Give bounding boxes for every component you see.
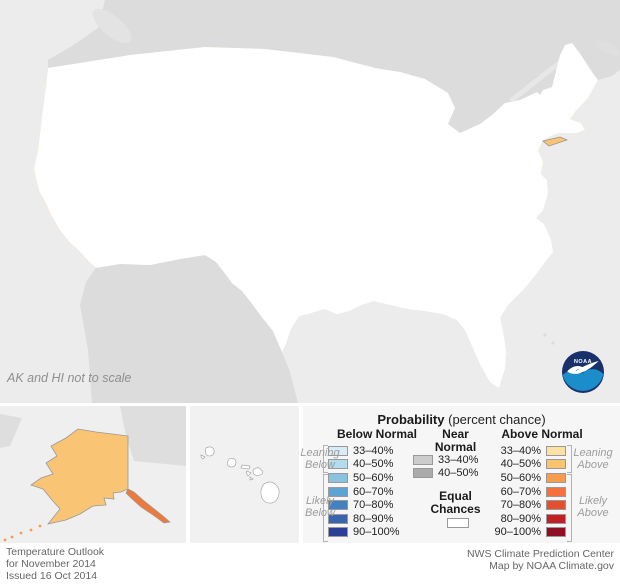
below-swatch [328,459,348,470]
island-molokai [240,464,251,470]
conus-map: AK and HI not to scale NOAA [0,0,620,403]
likely-below-label: Likely Below [305,495,335,519]
legend-row: 60–70% [328,485,400,499]
hawaiian-islands [200,446,280,504]
noaa-logo-text: NOAA [574,359,592,365]
noaa-logo-sea [562,369,604,391]
near-swatch [413,468,433,479]
legend-row: 70–80% [328,498,400,512]
below-normal-header: Below Normal [336,427,417,441]
footer-period: for November 2014 [6,558,96,570]
near-swatch [413,454,433,465]
above-normal-rows: 33–40% 40–50% 50–60% 60–70% 70–80% 80–90… [493,444,566,539]
noaa-logo-svg: NOAA [562,351,604,393]
below-swatch [328,486,348,497]
bahamas-island [543,333,547,337]
likely-below-bracket [323,474,328,542]
equal-chances-swatch [447,518,469,528]
alaska-outline [30,428,129,525]
equal-chances-label: Equal Chances [430,489,481,516]
russia-landmass [0,414,22,448]
legend-title-bold: Probability [377,412,445,427]
near-normal-header: Near Normal [434,427,477,454]
above-swatch [546,445,566,456]
island-lanai [245,470,252,477]
legend-title-suffix: (percent chance) [444,412,546,427]
alaska-panhandle [125,488,171,524]
probability-legend: Probability (percent chance) Below Norma… [300,406,620,544]
above-swatch [546,513,566,524]
hawaii-inset [190,406,299,544]
footer-outlook-info: Temperature Outlook for November 2014 Is… [6,546,104,582]
legend-row: 40–50% [413,467,478,481]
noaa-logo-gull [567,360,599,374]
legend-row: 50–60% [493,471,566,485]
footer-credits: NWS Climate Prediction Center Map by NOA… [467,548,614,572]
legend-row: 33–40% [413,453,478,467]
legend-row: 40–50% [493,458,566,472]
long-island [542,136,568,147]
footer-title: Temperature Outlook [6,546,105,558]
alaska-inset-svg [0,406,186,542]
legend-row: 60–70% [493,485,566,499]
island-kauai [205,446,215,457]
noaa-logo: NOAA [562,351,604,393]
legend-row: 50–60% [328,471,400,485]
legend-row: 80–90% [493,512,566,526]
footer-issued: Issued 16 Oct 2014 [6,570,98,582]
nova-scotia [595,40,620,56]
conus-map-svg [0,0,620,403]
footer-mapby: Map by NOAA Climate.gov [489,560,614,572]
below-swatch [328,445,348,456]
likely-above-bracket [567,474,572,542]
leaning-below-label: Leaning Below [300,447,340,471]
footer: Temperature Outlook for November 2014 Is… [0,543,620,585]
above-swatch [546,486,566,497]
scale-note: AK and HI not to scale [7,371,132,385]
legend-row: 33–40% [493,444,566,458]
island-hawaii [260,481,280,504]
mexico-landmass [80,255,298,403]
likely-above-label: Likely Above [577,495,609,519]
alaska-inset [0,406,186,544]
leaning-above-label: Leaning Above [573,447,613,471]
island-maui [252,467,264,476]
above-swatch [546,472,566,483]
below-swatch [328,527,348,538]
legend-title: Probability (percent chance) [303,412,620,427]
footer-source: NWS Climate Prediction Center [466,548,614,560]
leaning-below-bracket [323,445,328,473]
legend-row: 70–80% [493,498,566,512]
aleutian-islands [3,524,42,542]
above-swatch [546,527,566,538]
vancouver-island [92,8,132,44]
below-swatch [328,513,348,524]
canada-landmass [48,0,620,133]
legend-row: 90–100% [493,526,566,540]
island-niihau [200,454,206,460]
below-swatch [328,500,348,511]
island-oahu [227,458,237,468]
below-swatch [328,472,348,483]
canada-yukon-landmass [120,406,186,466]
island-kahoolawe [249,476,254,481]
below-normal-rows: 33–40% 40–50% 50–60% 60–70% 70–80% 80–90… [328,444,400,539]
legend-row: 33–40% [328,444,400,458]
above-normal-header: Above Normal [501,427,583,441]
above-swatch [546,500,566,511]
legend-row: 40–50% [328,458,400,472]
bahamas-island [551,341,555,345]
legend-row: 90–100% [328,526,400,540]
inset-band: Probability (percent chance) Below Norma… [0,406,620,544]
legend-row: 80–90% [328,512,400,526]
leaning-above-bracket [567,445,572,473]
near-normal-rows: 33–40% 40–50% [413,453,478,480]
above-swatch [546,459,566,470]
hawaii-inset-svg [200,446,280,504]
